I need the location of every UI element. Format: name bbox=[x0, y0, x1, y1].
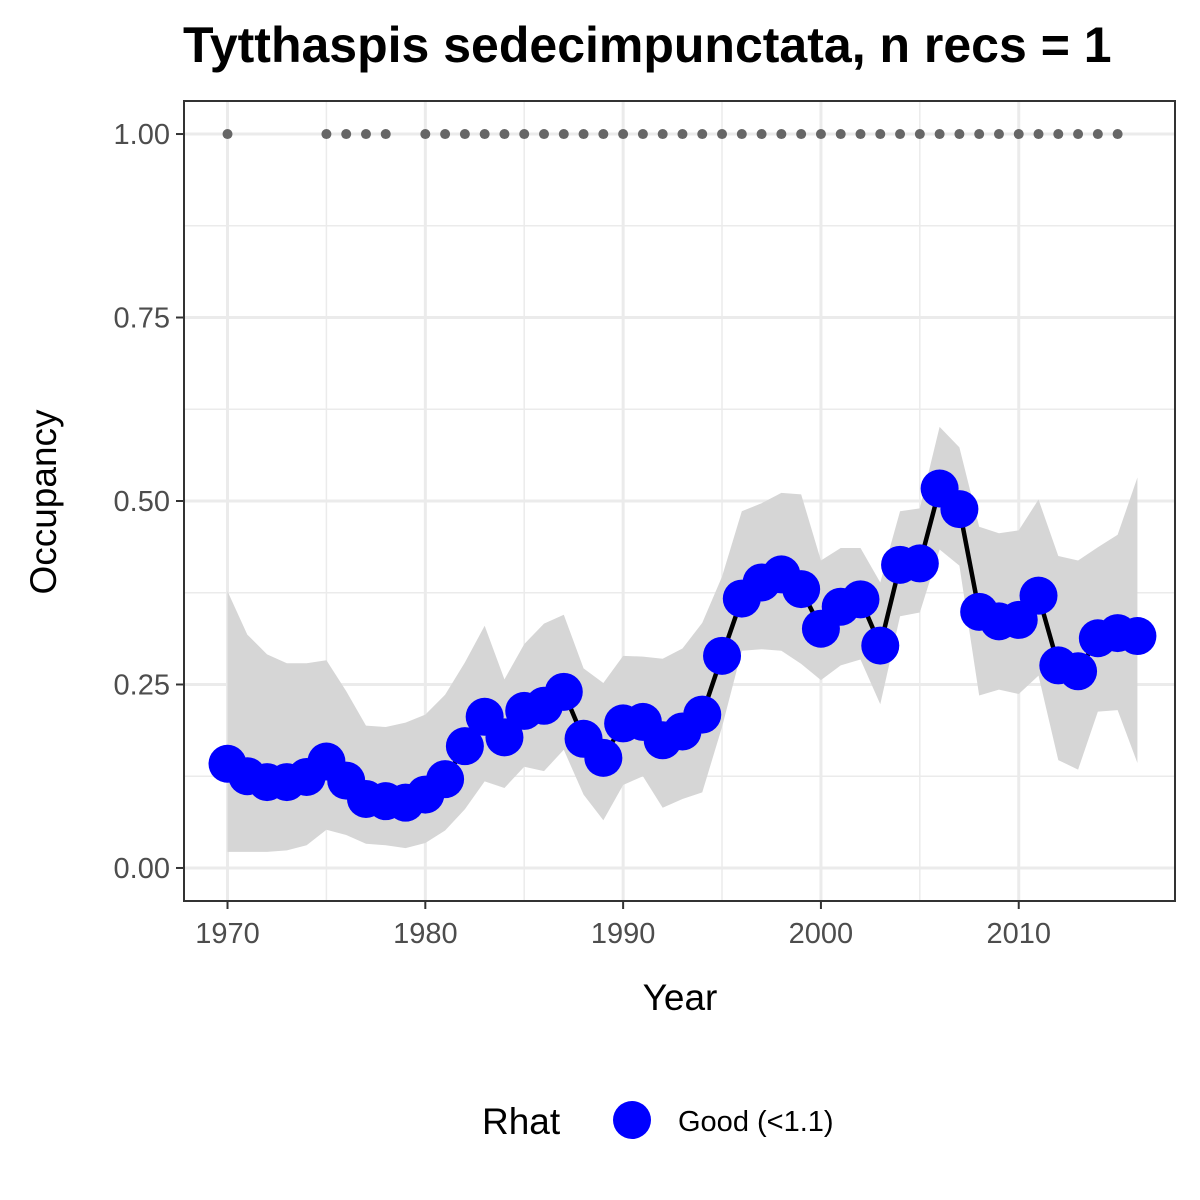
occupancy-point bbox=[1118, 617, 1157, 656]
occupancy-point bbox=[445, 727, 484, 766]
record-marker bbox=[637, 129, 648, 140]
record-marker bbox=[1053, 129, 1064, 140]
legend-key-good bbox=[613, 1101, 651, 1139]
record-marker bbox=[895, 129, 906, 140]
record-marker bbox=[756, 129, 767, 140]
record-marker bbox=[519, 129, 530, 140]
record-marker bbox=[717, 129, 728, 140]
record-marker bbox=[578, 129, 589, 140]
occupancy-point bbox=[900, 544, 939, 583]
x-tick-label: 2000 bbox=[789, 918, 854, 950]
occupancy-point bbox=[485, 718, 524, 757]
record-marker bbox=[974, 129, 985, 140]
record-marker bbox=[321, 129, 332, 140]
y-tick-label: 0.75 bbox=[114, 303, 170, 335]
legend: Rhat Good (<1.1) bbox=[482, 1101, 834, 1142]
record-marker bbox=[796, 129, 807, 140]
record-marker bbox=[558, 129, 569, 140]
x-axis: 1970 1980 1990 2000 2010 bbox=[195, 901, 1051, 950]
record-marker bbox=[875, 129, 886, 140]
occupancy-point bbox=[544, 672, 583, 711]
occupancy-point bbox=[1019, 576, 1058, 615]
record-marker bbox=[479, 129, 490, 140]
record-marker bbox=[815, 129, 826, 140]
y-axis: 0.00 0.25 0.50 0.75 1.00 bbox=[114, 119, 184, 885]
record-marker bbox=[360, 129, 371, 140]
y-tick-label: 0.50 bbox=[114, 486, 170, 518]
record-marker bbox=[459, 129, 470, 140]
record-marker bbox=[1073, 129, 1084, 140]
record-marker bbox=[440, 129, 451, 140]
record-marker bbox=[954, 129, 965, 140]
x-tick-label: 1980 bbox=[393, 918, 458, 950]
record-marker bbox=[697, 129, 708, 140]
y-axis-title: Occupancy bbox=[23, 409, 64, 595]
record-marker bbox=[618, 129, 629, 140]
record-marker bbox=[855, 129, 866, 140]
occupancy-point bbox=[584, 738, 623, 777]
occupancy-point bbox=[782, 570, 821, 609]
y-tick-label: 0.00 bbox=[114, 853, 170, 885]
record-marker bbox=[993, 129, 1004, 140]
record-marker bbox=[677, 129, 688, 140]
x-tick-label: 2010 bbox=[986, 918, 1051, 950]
record-marker bbox=[598, 129, 609, 140]
record-marker bbox=[341, 129, 352, 140]
record-marker bbox=[1013, 129, 1024, 140]
record-marker bbox=[657, 129, 668, 140]
y-tick-label: 1.00 bbox=[114, 119, 170, 151]
record-markers-layer bbox=[222, 129, 1123, 140]
occupancy-point bbox=[1059, 652, 1098, 691]
record-marker bbox=[222, 129, 233, 140]
record-marker bbox=[539, 129, 550, 140]
occupancy-point bbox=[861, 626, 900, 665]
y-tick-label: 0.25 bbox=[114, 669, 170, 701]
chart-title: Tytthaspis sedecimpunctata, n recs = 1 bbox=[183, 17, 1112, 73]
x-tick-label: 1990 bbox=[591, 918, 656, 950]
x-tick-label: 1970 bbox=[195, 918, 260, 950]
occupancy-point bbox=[940, 490, 979, 529]
legend-label-good: Good (<1.1) bbox=[678, 1106, 834, 1138]
record-marker bbox=[736, 129, 747, 140]
occupancy-point bbox=[426, 760, 465, 799]
legend-title: Rhat bbox=[482, 1101, 561, 1142]
record-marker bbox=[1092, 129, 1103, 140]
occupancy-points-layer bbox=[208, 469, 1157, 822]
record-marker bbox=[499, 129, 510, 140]
occupancy-point bbox=[683, 695, 722, 734]
record-marker bbox=[1112, 129, 1123, 140]
record-marker bbox=[420, 129, 431, 140]
x-axis-title: Year bbox=[643, 977, 718, 1018]
record-marker bbox=[914, 129, 925, 140]
record-marker bbox=[776, 129, 787, 140]
occupancy-point bbox=[841, 580, 880, 619]
record-marker bbox=[934, 129, 945, 140]
record-marker bbox=[380, 129, 391, 140]
occupancy-point bbox=[703, 636, 742, 675]
record-marker bbox=[1033, 129, 1044, 140]
record-marker bbox=[835, 129, 846, 140]
